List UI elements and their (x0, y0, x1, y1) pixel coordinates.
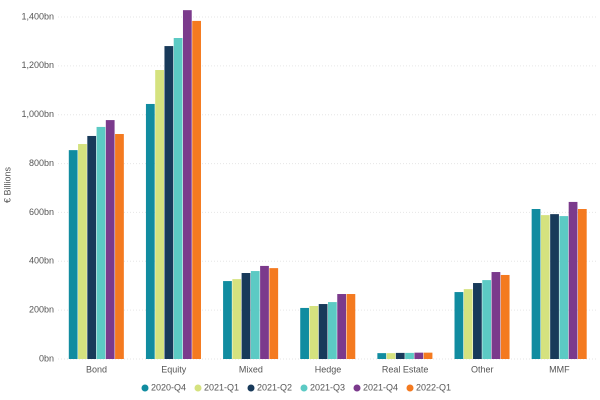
y-tick-label: 1,400bn (21, 11, 54, 21)
bar (223, 281, 232, 359)
bar (78, 144, 87, 359)
bar (577, 209, 587, 359)
legend-label: 2021-Q3 (310, 382, 345, 392)
bar (145, 103, 155, 359)
bar (269, 268, 279, 359)
legend-marker (247, 384, 255, 392)
bar (155, 70, 164, 359)
bar (482, 280, 492, 359)
y-tick-label: 1,200bn (21, 60, 54, 70)
bar (463, 289, 473, 359)
legend-marker (353, 384, 361, 392)
x-tick-label: Bond (86, 364, 107, 374)
bar (414, 352, 424, 359)
legend-marker (194, 384, 202, 392)
bar (491, 272, 501, 359)
bar (454, 292, 464, 359)
x-tick-label: MMF (549, 364, 570, 374)
legend-marker (300, 384, 308, 392)
legend-label: 2022-Q1 (416, 382, 451, 392)
y-tick-label: 400bn (29, 256, 54, 266)
bar (309, 305, 319, 359)
bar (192, 20, 201, 360)
legend-label: 2020-Q4 (151, 382, 186, 392)
y-axis-label: € Billions (2, 166, 12, 203)
bar (318, 304, 328, 359)
legend-label: 2021-Q4 (363, 382, 398, 392)
legend-label: 2021-Q2 (257, 382, 292, 392)
bar (377, 353, 387, 359)
bar (568, 201, 578, 359)
x-tick-label: Other (471, 364, 494, 374)
bar (68, 150, 78, 359)
bar (105, 120, 115, 360)
x-tick-label: Mixed (239, 364, 263, 374)
bar (182, 10, 192, 359)
bar (386, 353, 396, 359)
x-tick-label: Hedge (315, 364, 342, 374)
bar (405, 352, 414, 359)
x-tick-label: Real Estate (382, 364, 429, 374)
bar (250, 271, 260, 359)
x-tick-label: Equity (161, 364, 187, 374)
bar (232, 279, 242, 359)
y-tick-label: 600bn (29, 207, 54, 217)
legend-marker (141, 384, 149, 392)
bar (473, 283, 482, 359)
bar (115, 134, 124, 359)
bar (559, 216, 569, 359)
bar (328, 302, 337, 359)
bar (87, 135, 97, 359)
bar (300, 307, 309, 359)
bar (164, 46, 174, 359)
bar (346, 294, 356, 359)
legend-marker (406, 384, 414, 392)
bar (241, 273, 251, 359)
bar (500, 274, 510, 359)
bar (260, 265, 269, 359)
bar (550, 214, 559, 359)
y-tick-label: 0bn (39, 353, 54, 363)
bar (395, 352, 405, 359)
y-tick-label: 800bn (29, 158, 54, 168)
bar (423, 352, 433, 359)
bar (96, 126, 106, 359)
bar (337, 294, 347, 359)
legend-label: 2021-Q1 (204, 382, 239, 392)
bar (173, 38, 183, 359)
y-tick-label: 1,000bn (21, 109, 54, 119)
bar (531, 209, 541, 359)
bar (540, 215, 550, 359)
y-tick-label: 200bn (29, 305, 54, 315)
